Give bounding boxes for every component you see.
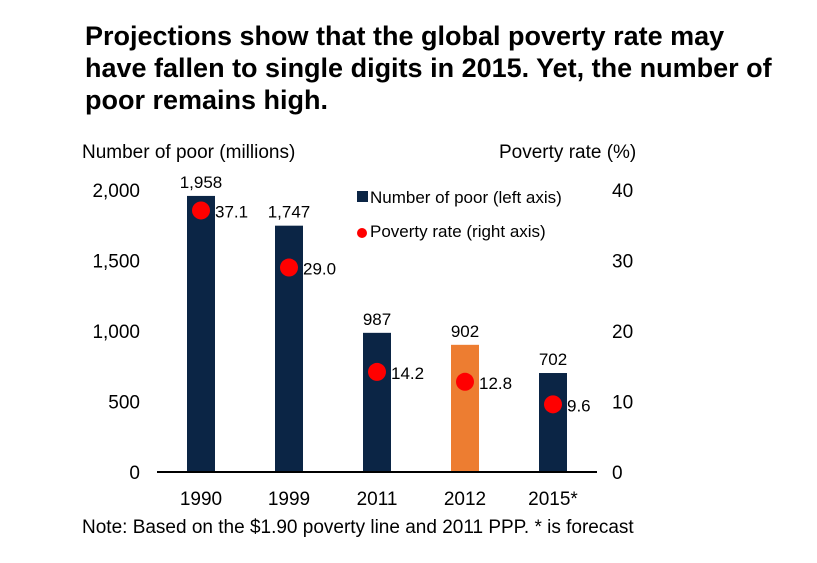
poverty-rate-label: 14.2 xyxy=(391,364,424,383)
chart-title: Projections show that the global poverty… xyxy=(85,21,772,115)
left-axis-tick-label: 500 xyxy=(108,393,140,414)
bar xyxy=(451,344,479,472)
bar-value-label: 1,747 xyxy=(268,203,311,222)
x-axis-tick-label: 2015* xyxy=(528,489,578,510)
bar-value-label: 987 xyxy=(363,310,391,329)
x-axis-tick-label: 2012 xyxy=(444,489,486,510)
legend-label-number-of-poor: Number of poor (left axis) xyxy=(370,188,562,207)
poverty-rate-point xyxy=(544,395,562,414)
poverty-rate-label: 37.1 xyxy=(215,202,248,221)
left-axis-title: Number of poor (millions) xyxy=(82,142,296,163)
chart-note: Note: Based on the $1.90 poverty line an… xyxy=(82,517,634,538)
poverty-rate-point xyxy=(456,372,474,391)
poverty-rate-label: 12.8 xyxy=(479,374,512,393)
poverty-rate-label: 9.6 xyxy=(567,396,591,415)
poverty-rate-point xyxy=(368,362,386,381)
poverty-rate-label: 29.0 xyxy=(303,260,336,279)
bar-value-label: 902 xyxy=(451,322,479,341)
poverty-rate-point xyxy=(280,258,298,277)
bar xyxy=(363,332,391,472)
x-axis-tick-label: 1999 xyxy=(268,489,310,510)
right-axis-tick-label: 0 xyxy=(612,463,623,484)
right-axis-tick-label: 10 xyxy=(612,393,633,414)
left-axis-tick-label: 2,000 xyxy=(92,181,140,202)
right-axis-tick-label: 20 xyxy=(612,322,633,343)
bar-value-label: 702 xyxy=(539,350,567,369)
left-axis-tick-label: 1,500 xyxy=(92,252,140,273)
bar xyxy=(187,195,215,472)
right-axis-tick-label: 30 xyxy=(612,252,633,273)
legend-point-swatch xyxy=(357,228,367,238)
bar xyxy=(539,373,567,472)
legend-bar-swatch xyxy=(357,191,368,202)
left-axis-tick-label: 0 xyxy=(129,463,140,484)
x-axis-tick-label: 1990 xyxy=(180,489,222,510)
right-axis-title: Poverty rate (%) xyxy=(499,142,637,163)
bar-value-label: 1,958 xyxy=(180,173,223,192)
right-axis-tick-label: 40 xyxy=(612,181,633,202)
x-axis-tick-label: 2011 xyxy=(357,489,398,510)
poverty-rate-point xyxy=(192,201,210,220)
left-axis-tick-label: 1,000 xyxy=(92,322,140,343)
legend-label-poverty-rate: Poverty rate (right axis) xyxy=(370,222,546,241)
